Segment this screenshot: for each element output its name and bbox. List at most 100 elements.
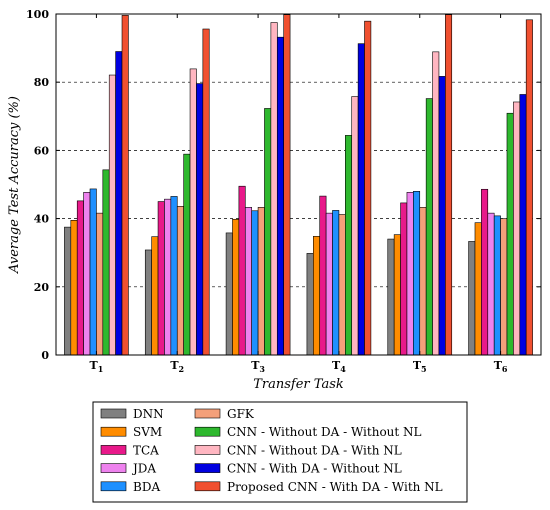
legend: DNN SVM TCA JDA BDA GFK CNN - Without DA - Wit… [92, 401, 468, 503]
bar-t5-9 [445, 14, 453, 356]
legend-swatch [100, 426, 127, 437]
bar-t5-2 [400, 202, 408, 356]
bar-t3-0 [225, 232, 233, 356]
bar-t3-8 [276, 36, 284, 356]
bar-t4-2 [319, 195, 327, 356]
x-axis-ticks: T1 T2 T3 T4 T5 T6 [90, 14, 508, 374]
plot-area [56, 14, 541, 355]
y-tick-label: 0 [41, 349, 49, 362]
bar-t3-4 [251, 210, 259, 356]
bar-t3-7 [270, 22, 278, 356]
bar-t2-9 [202, 28, 210, 356]
bar-t2-6 [183, 153, 191, 356]
grid-lines [56, 81, 541, 288]
bar-t5-3 [406, 192, 414, 356]
bar-t2-0 [144, 249, 152, 356]
bar-t5-1 [393, 234, 401, 356]
bar-t4-8 [357, 43, 365, 356]
bar-t6-9 [525, 19, 533, 356]
x-axis-title: Transfer Task [253, 377, 344, 392]
legend-label: GFK [227, 407, 255, 421]
bar-t2-7 [189, 68, 197, 356]
bar-t1-2 [76, 200, 84, 356]
bar-t4-0 [306, 253, 314, 356]
bar-t5-7 [432, 51, 440, 356]
bar-t6-0 [468, 241, 476, 356]
bar-t3-9 [283, 14, 291, 356]
bar-t3-3 [244, 207, 252, 356]
bar-t6-7 [513, 101, 521, 356]
legend-swatch [100, 481, 127, 492]
bar-t1-3 [83, 192, 91, 356]
legend-swatch [100, 445, 127, 455]
bar-t6-5 [500, 218, 508, 356]
bar-t4-3 [325, 212, 333, 356]
legend-swatch [194, 463, 221, 473]
bar-t1-4 [89, 188, 97, 356]
y-tick-label: 100 [26, 8, 49, 21]
bar-t6-3 [487, 212, 495, 356]
legend-label: CNN - With DA - Without NL [227, 462, 402, 476]
x-tick-label: T3 [251, 359, 265, 374]
bar-t1-1 [70, 220, 78, 356]
bar-t6-2 [481, 188, 489, 356]
x-tick-label: T4 [332, 359, 346, 374]
bar-t5-4 [413, 191, 421, 356]
legend-frame [92, 401, 468, 503]
bar-t1-5 [96, 212, 104, 356]
bar-t2-1 [151, 236, 159, 356]
legend-label: DNN [133, 407, 164, 421]
legend-swatch [100, 463, 127, 473]
bar-t4-6 [345, 135, 353, 356]
bar-t2-5 [176, 206, 184, 356]
legend-swatch [194, 445, 221, 455]
x-tick-label: T6 [494, 359, 508, 374]
bar-t1-0 [64, 226, 72, 356]
bar-t6-6 [506, 112, 514, 356]
bar-t1-7 [108, 74, 116, 356]
bar-t5-8 [438, 76, 446, 356]
bar-t6-1 [474, 222, 482, 356]
y-tick-label: 60 [34, 144, 50, 157]
bar-t2-4 [170, 196, 178, 356]
bar-t4-7 [351, 96, 359, 356]
bar-t4-1 [313, 236, 321, 356]
bar-t1-9 [121, 15, 129, 356]
legend-label: JDA [131, 462, 156, 476]
y-axis-ticks: 0 20 40 60 80 100 [26, 8, 541, 362]
bar-t6-8 [519, 94, 527, 356]
y-axis-title: Average Test Accuracy (%) [7, 96, 22, 274]
plot-frame [55, 13, 542, 356]
legend-swatch [194, 408, 221, 419]
bar-t4-5 [338, 214, 346, 356]
y-tick-label: 40 [34, 213, 50, 226]
bar-t3-6 [264, 108, 272, 356]
bar-t3-2 [238, 185, 246, 356]
x-tick-label: T2 [170, 359, 184, 374]
bar-t5-5 [419, 207, 427, 356]
bar-t2-8 [196, 83, 204, 356]
bar-t5-6 [425, 98, 433, 356]
legend-swatch [100, 408, 127, 419]
legend-label: Proposed CNN - With DA - With NL [227, 480, 443, 494]
legend-label: SVM [133, 425, 162, 439]
bar-t6-4 [493, 215, 501, 356]
bar-t5-0 [387, 238, 395, 356]
legend-label: CNN - Without DA - Without NL [227, 425, 422, 439]
bar-t3-5 [257, 207, 265, 356]
x-tick-label: T5 [413, 359, 427, 374]
bar-t3-1 [232, 218, 240, 356]
bar-t2-2 [157, 201, 165, 356]
legend-label: BDA [133, 480, 160, 494]
legend-swatch [194, 481, 221, 492]
bar-t4-9 [364, 20, 372, 356]
legend-swatch [194, 426, 221, 437]
legend-label: TCA [133, 443, 159, 457]
y-tick-label: 20 [34, 281, 50, 294]
bar-t4-4 [332, 210, 340, 356]
bar-t1-6 [102, 169, 110, 356]
y-tick-label: 80 [34, 76, 50, 89]
bar-t2-3 [164, 198, 172, 356]
x-tick-label: T1 [90, 359, 104, 374]
